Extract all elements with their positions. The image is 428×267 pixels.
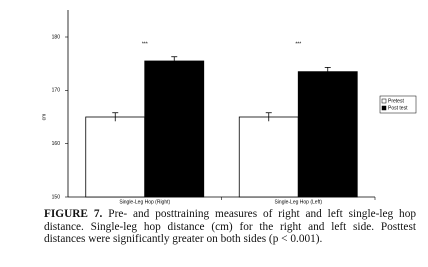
chart: cm 150 160 170 180 Single-Leg Hop (Right) ***… (41, 10, 417, 205)
x-tick-label: Single-Leg Hop (Right) (119, 199, 170, 205)
legend-label: Pretest (388, 98, 404, 104)
y-axis-label: cm (41, 114, 47, 121)
legend-swatch (381, 98, 387, 104)
y-tick-label: 150 (52, 194, 61, 200)
y-tick-label: 180 (52, 34, 61, 40)
legend-swatch (381, 105, 387, 111)
caption: FIGURE 7. Pre- and posttraining measures … (44, 208, 416, 246)
x-tick-label: Single-Leg Hop (Left) (274, 199, 322, 205)
bar (238, 116, 299, 198)
legend-box (379, 95, 417, 114)
bar (297, 71, 358, 198)
bar (85, 116, 146, 198)
bar (144, 60, 205, 198)
annotation: *** (142, 41, 148, 47)
caption-text: Pre- and posttraining measures of right … (44, 208, 417, 245)
y-tick-label: 160 (52, 141, 61, 147)
y-tick-label: 170 (52, 88, 61, 94)
legend-label: Post test (388, 105, 408, 111)
caption-label: FIGURE 7. (44, 208, 103, 220)
annotation: *** (295, 41, 301, 47)
